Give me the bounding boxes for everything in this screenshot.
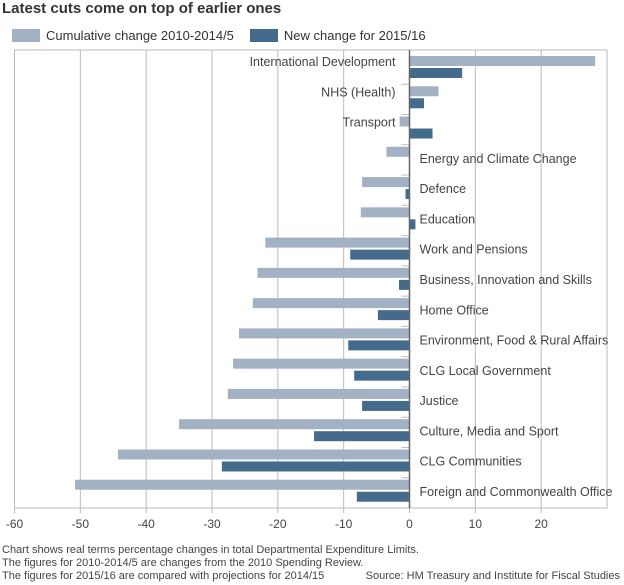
category-label: Energy and Climate Change: [420, 152, 577, 166]
x-tick-label: -60: [6, 517, 24, 531]
category-label: Environment, Food & Rural Affairs: [420, 334, 609, 348]
bar-new: [409, 68, 463, 78]
note: The figures for 2010-2014/5 are changes …: [2, 557, 364, 569]
x-tick-label: -20: [269, 517, 287, 531]
category-label: Justice: [420, 394, 459, 408]
note: The figures for 2015/16 are compared wit…: [2, 570, 325, 582]
bar-cumulative: [360, 207, 410, 218]
bar-cumulative: [265, 237, 410, 248]
bar-new: [348, 340, 410, 351]
bar-new: [377, 310, 410, 321]
x-tick-label: -10: [335, 517, 353, 531]
bar-cumulative: [117, 449, 410, 460]
category-label: NHS (Health): [321, 85, 395, 99]
legend-label-cumulative: Cumulative change 2010-2014/5: [46, 28, 234, 43]
source: Source: HM Treasury and Institute for Fi…: [365, 570, 620, 582]
notes: Chart shows real terms percentage change…: [2, 544, 419, 583]
category-label: Work and Pensions: [420, 243, 528, 257]
bar-cumulative: [362, 177, 410, 188]
category-label: CLG Local Government: [420, 364, 552, 378]
legend-swatch-new: [249, 29, 278, 42]
x-tick-label: -30: [203, 517, 221, 531]
bar-new: [356, 491, 410, 502]
category-label: CLG Communities: [420, 455, 522, 469]
bar-new: [409, 219, 416, 230]
x-tick-label: 10: [469, 517, 483, 531]
x-tick-label: -40: [137, 517, 155, 531]
category-label: Transport: [342, 116, 396, 130]
note: Chart shows real terms percentage change…: [2, 544, 419, 556]
bar-cumulative: [227, 388, 410, 399]
bar-new: [350, 249, 410, 260]
category-label: Home Office: [420, 303, 489, 317]
bar-cumulative: [399, 116, 410, 127]
bar-cumulative: [179, 419, 410, 430]
bar-new: [362, 400, 410, 411]
bar-cumulative: [238, 328, 410, 339]
chart-title: Latest cuts come on top of earlier ones: [2, 0, 282, 17]
legend-swatch-cumulative: [12, 29, 40, 42]
x-tick-label: 0: [406, 517, 413, 531]
x-tick-label: 20: [534, 517, 548, 531]
legend: Cumulative change 2010-2014/5 New change…: [12, 28, 426, 43]
category-label: Foreign and Commonwealth Office: [420, 485, 613, 499]
bar-new: [409, 128, 433, 139]
bar-new: [405, 189, 410, 200]
bar-cumulative: [75, 479, 410, 490]
category-label: Education: [420, 212, 476, 226]
category-label: Business, Innovation and Skills: [420, 273, 592, 287]
bar-new: [398, 279, 410, 290]
bar-cumulative: [409, 56, 596, 66]
bar-new: [409, 98, 424, 109]
category-label: Defence: [420, 182, 467, 196]
category-label: International Development: [250, 55, 396, 69]
x-tick-label: -50: [72, 517, 90, 531]
bar-new: [354, 370, 410, 381]
bar-cumulative: [409, 86, 439, 97]
bar-new: [314, 431, 410, 442]
bar-cumulative: [386, 146, 410, 157]
bar-cumulative: [252, 298, 410, 309]
bar-new: [221, 461, 410, 472]
bar-cumulative: [233, 358, 410, 369]
category-label: Culture, Media and Sport: [420, 424, 559, 438]
bar-cumulative: [257, 267, 410, 278]
legend-label-new: New change for 2015/16: [283, 28, 426, 43]
